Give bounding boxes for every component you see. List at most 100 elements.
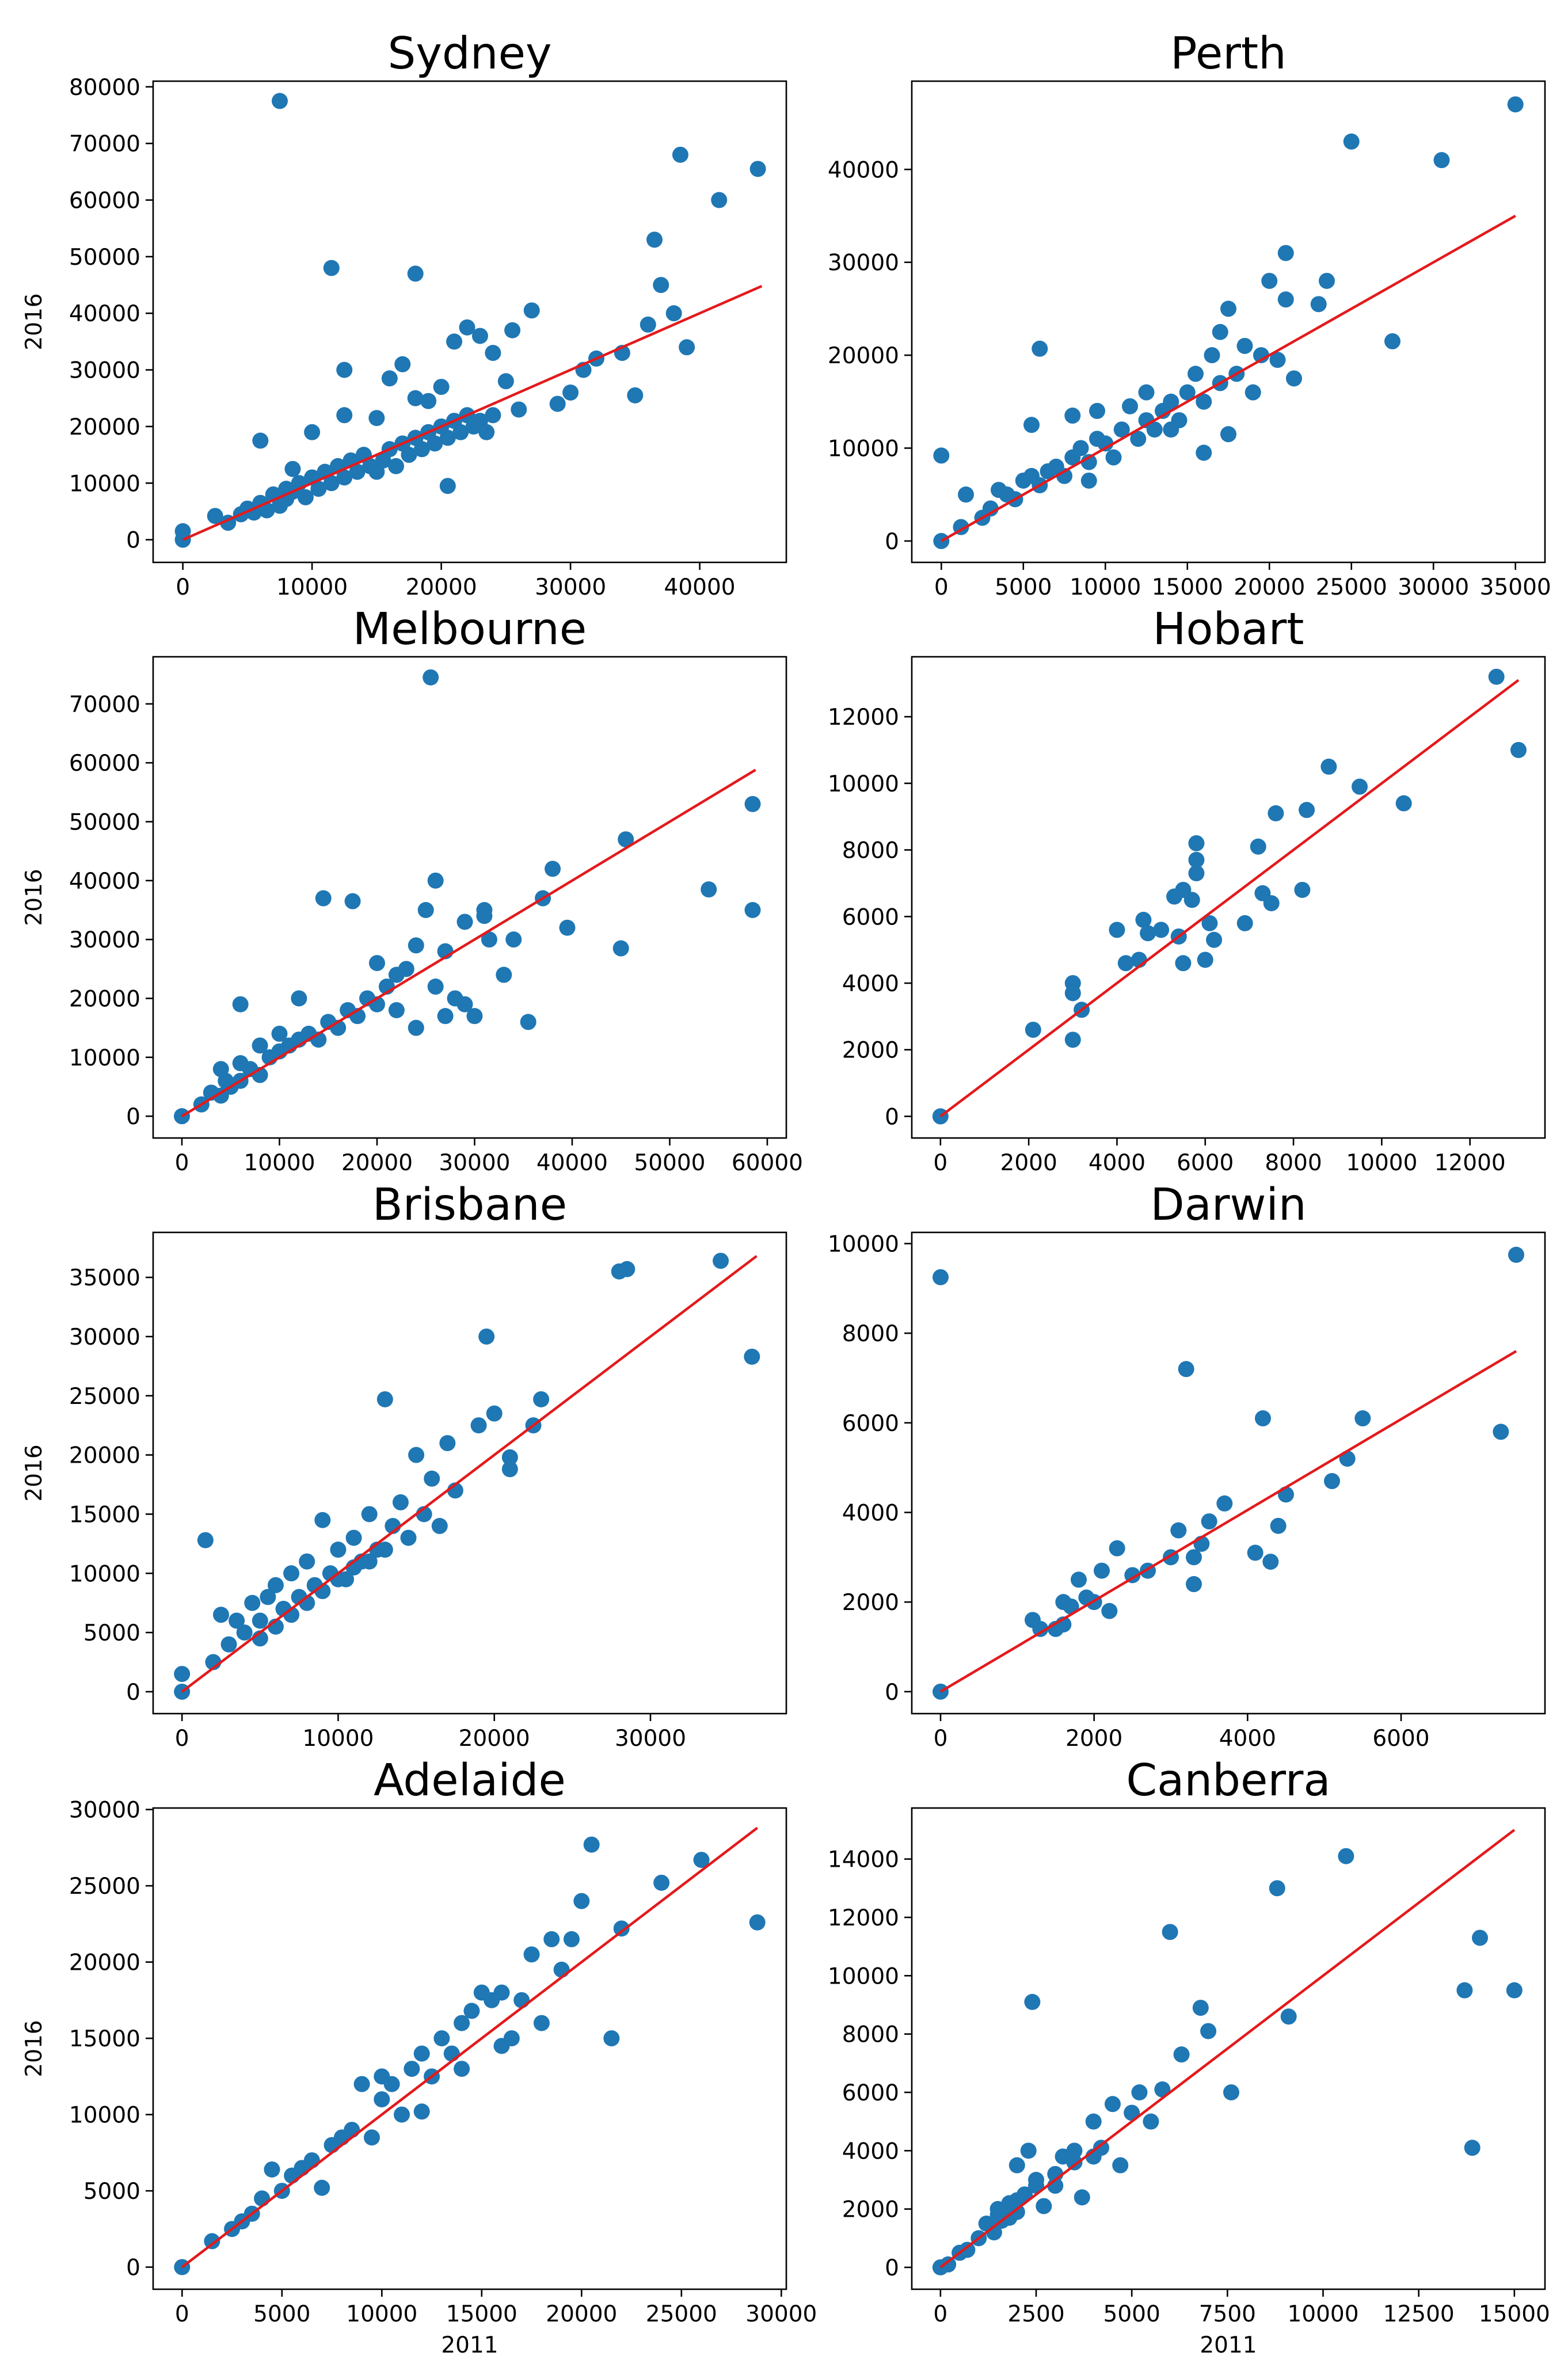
data-point [1456,1982,1473,1999]
data-point [478,1328,495,1345]
data-point [959,2241,976,2258]
y-tick-label: 0 [126,2255,140,2281]
data-point [520,1014,536,1030]
data-point [1263,895,1280,912]
data-point [314,1512,331,1528]
chart-panel-7: Canberra 0 2500 5000 7500 10000 12500 15000 0 200… [828,1755,1550,2358]
data-point [454,2061,470,2077]
data-point [420,393,437,409]
data-point [713,1253,729,1269]
fit-line [181,1826,759,2269]
data-point [1338,1848,1354,1864]
data-point [381,370,398,387]
data-point [1122,398,1139,414]
data-point [456,914,473,930]
y-tick-label: 0 [885,1104,899,1130]
chart-title: Darwin [1150,1179,1306,1231]
x-tick-label: 10000 [346,2301,417,2327]
data-point [1089,402,1106,419]
plot-frame [911,656,1546,1139]
fit-line [939,679,1520,1118]
data-point [437,1008,454,1025]
data-point [407,390,424,406]
data-point [1032,1620,1049,1637]
data-point [1433,152,1450,169]
points-group [174,1836,766,2275]
data-point [336,407,353,424]
x-tick-label: 10000 [302,1726,374,1752]
data-point [711,192,728,208]
y-tick-label: 40000 [828,157,899,183]
data-point [653,277,669,294]
data-point [619,1261,635,1277]
data-point [446,333,463,350]
data-point [1395,795,1412,812]
data-point [1508,1246,1524,1263]
data-point [1318,272,1335,289]
x-tick-label: 6000 [1372,1726,1429,1752]
plot-frame [911,80,1546,564]
data-point [1183,892,1200,908]
data-point [1138,384,1155,401]
data-point [618,831,634,848]
chart-panel-1: Perth 0 5000 10000 15000 20000 25000 30000 35000… [828,28,1551,600]
data-point [368,410,385,427]
y-tick-label: 6000 [842,2080,899,2106]
data-point [744,796,761,812]
data-point [1506,1982,1523,1999]
data-point [1261,272,1278,289]
data-point [1188,851,1205,868]
data-point [1280,2008,1297,2025]
plot-frame [911,1231,1546,1715]
x-tick-label: 10000 [1346,1150,1417,1176]
points-group [932,1848,1523,2275]
data-point [523,302,540,319]
fit-line [181,768,756,1118]
y-tick-label: 0 [126,1680,140,1706]
data-point [1064,1032,1081,1048]
y-tick-label: 30000 [69,1324,140,1350]
data-point [1201,1513,1217,1530]
data-point [1278,1486,1294,1503]
data-point [1146,421,1163,438]
data-point [1024,1993,1041,2010]
points-group [174,93,766,548]
data-point [376,1391,393,1407]
plot-frame [152,1807,787,2290]
x-tick-label: 20000 [1234,574,1305,600]
data-point [427,979,444,995]
x-tick-label: 2500 [1007,2301,1064,2327]
x-tick-label: 15000 [1479,2301,1550,2327]
data-point [583,1836,600,1853]
y-tick-label: 15000 [69,1502,140,1528]
data-point [197,1532,214,1548]
data-point [258,502,275,519]
data-point [1117,955,1134,972]
x-tick-label: 25000 [646,2301,717,2327]
y-tick-label: 15000 [69,2026,140,2052]
data-point [260,1589,276,1605]
y-tick-label: 8000 [842,838,899,864]
chart-panel-5: Darwin 0 2000 4000 6000 0 2000 4000 6000 8000 1000… [828,1179,1546,1752]
data-point [545,861,561,877]
data-point [413,441,430,458]
data-point [562,384,579,401]
data-point [361,1506,378,1523]
data-point [1196,393,1212,410]
data-point [363,2129,380,2146]
y-tick-label: 35000 [69,1265,140,1291]
data-point [1220,300,1236,317]
points-group [174,669,761,1125]
y-axis-label: 2016 [21,2020,47,2077]
data-point [1384,333,1400,349]
data-point [1131,2084,1148,2100]
data-point [297,489,314,505]
data-point [563,1931,580,1947]
data-point [401,447,417,463]
y-tick-label: 60000 [69,751,140,777]
data-point [1170,1522,1187,1539]
x-tick-label: 20000 [406,574,477,600]
x-tick-label: 0 [934,574,949,600]
data-point [374,2068,390,2085]
data-point [478,424,495,440]
